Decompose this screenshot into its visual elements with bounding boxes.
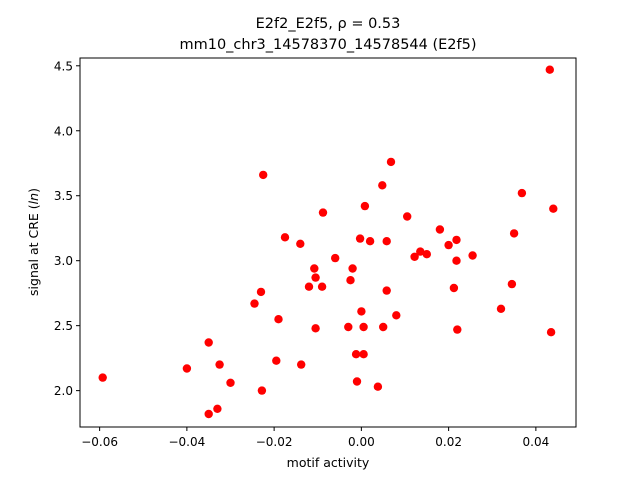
x-tick-label: 0.04: [523, 435, 550, 449]
data-point: [259, 170, 268, 180]
data-point: [435, 225, 445, 234]
data-point: [257, 386, 267, 395]
data-point: [297, 360, 306, 369]
y-axis-label-text: signal at CRE (: [26, 204, 41, 296]
data-point: [496, 304, 506, 313]
data-point: [373, 382, 383, 391]
data-point: [452, 256, 461, 265]
data-point: [365, 237, 375, 246]
data-point: [355, 234, 365, 243]
y-axis-label: signal at CRE (ln): [26, 188, 41, 296]
data-point: [444, 240, 453, 250]
x-axis-label: motif activity: [287, 455, 370, 470]
data-point: [422, 250, 431, 259]
y-axis-ticks: 2.0 2.5 3.0 3.5 4.0 4.5: [54, 59, 80, 398]
data-point: [509, 229, 519, 238]
data-point: [378, 181, 387, 190]
data-point: [272, 356, 281, 365]
data-point: [304, 282, 314, 291]
x-tick-label: −0.06: [81, 435, 118, 449]
y-axis-label-close: ): [26, 188, 41, 193]
y-tick-label: 2.0: [54, 384, 73, 398]
data-point: [392, 311, 401, 320]
data-point: [410, 252, 419, 261]
data-point: [453, 325, 462, 334]
data-point: [379, 322, 388, 332]
data-point: [352, 377, 362, 386]
data-point: [296, 239, 305, 248]
data-point: [250, 299, 259, 308]
data-point: [204, 409, 213, 419]
chart-title: E2f2_E2f5, ρ = 0.53: [256, 16, 401, 32]
data-point: [546, 328, 556, 337]
data-point: [360, 201, 370, 211]
data-point: [280, 233, 290, 242]
plot-frame: [79, 57, 577, 428]
data-point: [549, 204, 558, 213]
data-point: [317, 282, 327, 291]
data-point: [213, 404, 222, 413]
data-point: [215, 360, 224, 369]
data-point: [226, 378, 235, 387]
x-tick-label: −0.02: [256, 435, 293, 449]
data-point: [98, 373, 107, 382]
data-point: [311, 273, 320, 282]
data-point: [452, 235, 461, 245]
data-point: [182, 364, 192, 373]
y-tick-label: 2.5: [54, 319, 73, 333]
chart-subtitle: mm10_chr3_14578370_14578544 (E2f5): [179, 37, 476, 53]
y-axis-label-unit: ln: [26, 193, 41, 204]
data-point: [204, 338, 213, 347]
y-tick-label: 4.0: [54, 124, 73, 138]
x-tick-label: 0.02: [435, 435, 462, 449]
data-point: [382, 237, 391, 246]
data-point: [348, 264, 357, 273]
data-point: [359, 322, 368, 332]
x-axis-ticks: −0.06 −0.04 −0.02 0.00 0.02 0.04: [81, 427, 549, 449]
data-point: [403, 212, 412, 221]
data-point: [331, 253, 340, 263]
y-tick-label: 3.0: [54, 254, 73, 268]
data-point: [256, 287, 266, 297]
data-point: [507, 279, 517, 289]
data-point: [449, 283, 459, 293]
data-point: [318, 208, 328, 217]
data-point: [274, 315, 283, 324]
data-point: [344, 322, 353, 332]
data-point: [357, 307, 366, 316]
data-point: [351, 350, 361, 359]
y-tick-label: 4.5: [54, 59, 73, 73]
data-point: [468, 251, 477, 260]
data-point: [386, 157, 396, 167]
data-point: [359, 350, 368, 359]
data-points: [98, 65, 558, 419]
data-point: [517, 188, 527, 198]
data-point: [382, 286, 391, 295]
data-point: [310, 264, 319, 273]
y-tick-label: 3.5: [54, 189, 73, 203]
data-point: [346, 276, 355, 285]
data-point: [416, 247, 425, 256]
x-tick-label: 0.00: [348, 435, 375, 449]
data-point: [311, 324, 320, 333]
x-tick-label: −0.04: [168, 435, 205, 449]
data-point: [545, 65, 554, 74]
